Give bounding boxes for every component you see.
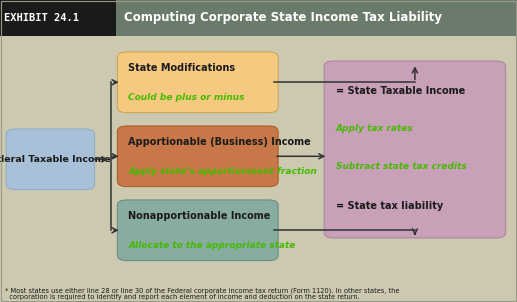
FancyBboxPatch shape [6,129,95,190]
FancyBboxPatch shape [0,0,517,36]
FancyBboxPatch shape [0,0,116,36]
Text: = State Taxable Income: = State Taxable Income [336,86,465,96]
Text: = State tax liability: = State tax liability [336,201,443,211]
Text: State Modifications: State Modifications [128,63,235,73]
Text: * Most states use either line 28 or line 30 of the Federal corporate income tax : * Most states use either line 28 or line… [5,288,400,294]
FancyBboxPatch shape [117,126,278,187]
FancyBboxPatch shape [324,61,506,238]
FancyBboxPatch shape [117,200,278,261]
Text: Computing Corporate State Income Tax Liability: Computing Corporate State Income Tax Lia… [124,11,442,24]
Text: corporation is required to identify and report each element of income and deduct: corporation is required to identify and … [5,294,360,300]
Text: Subtract state tax credits: Subtract state tax credits [336,162,467,171]
Text: Apply tax rates: Apply tax rates [336,124,414,133]
Text: EXHIBIT 24.1: EXHIBIT 24.1 [4,13,79,23]
Text: Could be plus or minus: Could be plus or minus [128,93,245,102]
Text: Allocate to the appropriate state: Allocate to the appropriate state [128,241,296,250]
Text: Federal Taxable Income*: Federal Taxable Income* [0,155,116,164]
FancyBboxPatch shape [117,52,278,113]
Text: Nonapportionable Income: Nonapportionable Income [128,211,270,221]
Text: Apportionable (Business) Income: Apportionable (Business) Income [128,137,311,147]
Text: Apply state’s apportionment fraction: Apply state’s apportionment fraction [128,167,317,176]
